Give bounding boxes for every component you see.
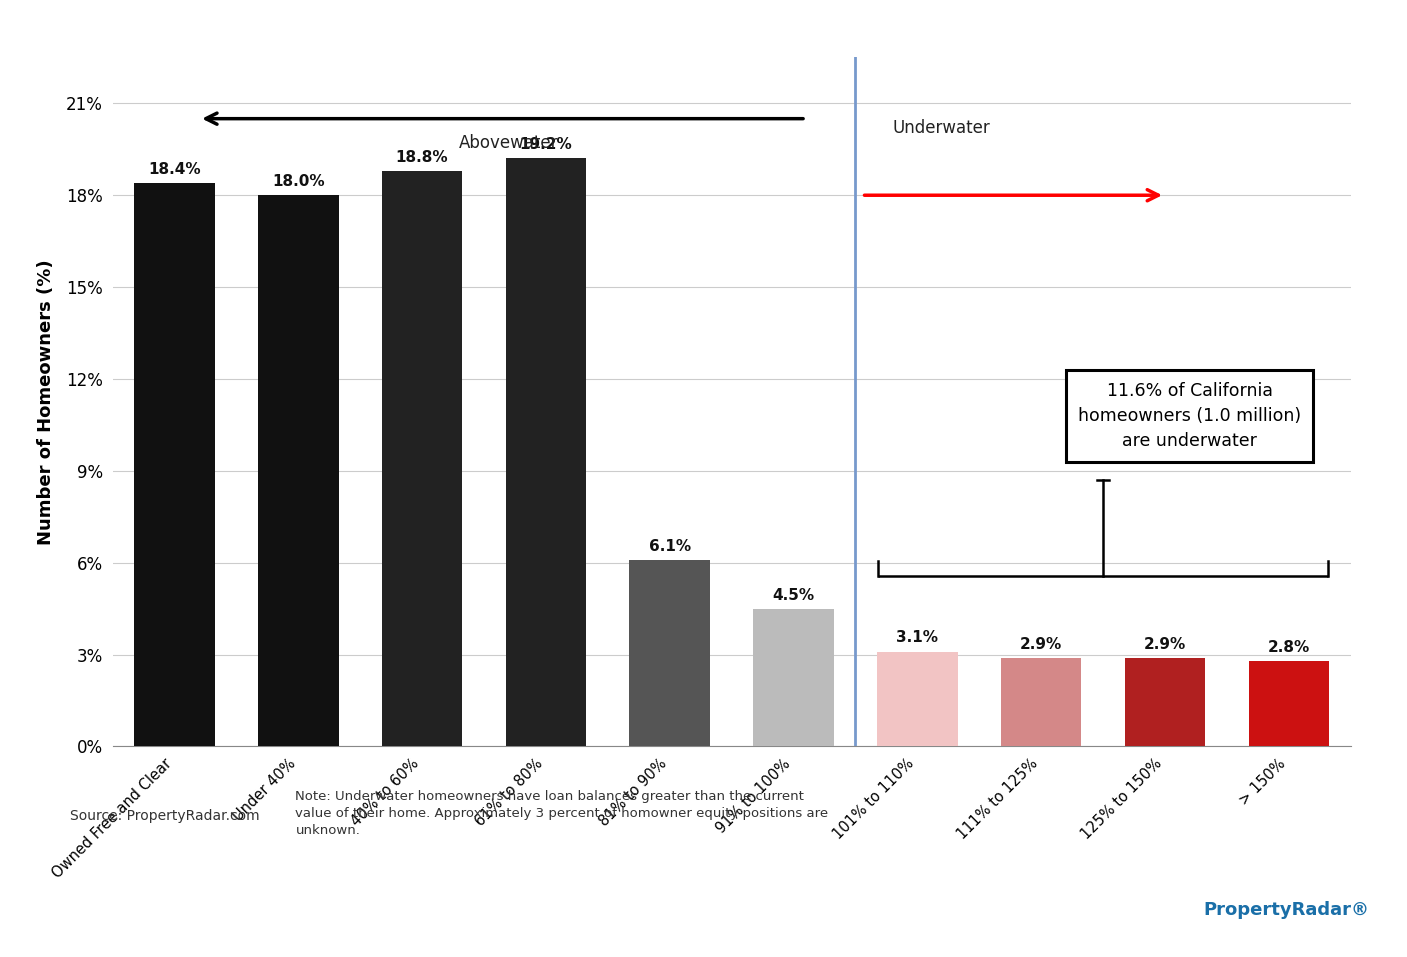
Bar — [505, 159, 587, 746]
Text: 18.0%: 18.0% — [272, 174, 325, 189]
Text: Underwater: Underwater — [892, 119, 991, 137]
Text: 4.5%: 4.5% — [772, 588, 815, 603]
Bar — [1124, 657, 1206, 746]
Bar — [381, 170, 463, 746]
Text: 6.1%: 6.1% — [649, 539, 691, 553]
Bar — [257, 195, 339, 746]
Text: 2.8%: 2.8% — [1268, 639, 1310, 655]
Text: Note: Underwater homeowners have loan balances greater than the current
value of: Note: Underwater homeowners have loan ba… — [295, 790, 829, 836]
Text: 18.4%: 18.4% — [148, 162, 201, 177]
Bar — [134, 183, 215, 746]
Y-axis label: Number of Homeowners (%): Number of Homeowners (%) — [37, 259, 55, 545]
Bar — [877, 652, 958, 746]
Text: 2.9%: 2.9% — [1020, 636, 1062, 652]
Text: PropertyRadar®: PropertyRadar® — [1203, 901, 1369, 919]
Bar — [753, 609, 834, 746]
Bar — [1000, 657, 1082, 746]
Text: Source: PropertyRadar.com: Source: PropertyRadar.com — [70, 809, 260, 823]
Text: 3.1%: 3.1% — [896, 631, 938, 645]
Text: 18.8%: 18.8% — [395, 149, 449, 165]
Text: 19.2%: 19.2% — [519, 138, 573, 152]
Text: 11.6% of California
homeowners (1.0 million)
are underwater: 11.6% of California homeowners (1.0 mill… — [1078, 382, 1301, 450]
Bar — [1248, 660, 1330, 746]
Text: 2.9%: 2.9% — [1144, 636, 1186, 652]
Text: Abovewater: Abovewater — [459, 134, 559, 152]
Bar — [629, 560, 711, 746]
